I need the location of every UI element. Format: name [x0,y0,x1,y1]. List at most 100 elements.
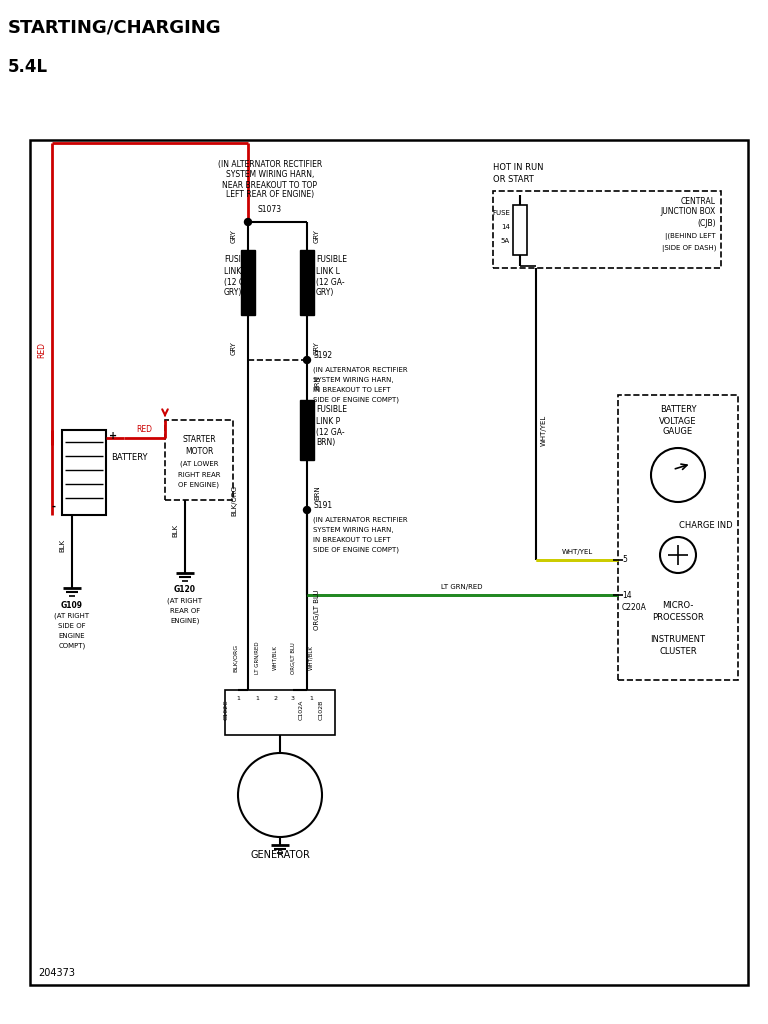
Text: (AT RIGHT: (AT RIGHT [167,598,203,604]
Text: (12 GA-: (12 GA- [316,427,345,436]
Text: BLK/ORG: BLK/ORG [231,484,237,515]
Text: JUNCTION BOX: JUNCTION BOX [660,208,716,216]
Text: SIDE OF ENGINE COMPT): SIDE OF ENGINE COMPT) [313,396,399,403]
Text: WHT/BLK: WHT/BLK [309,645,313,671]
Text: 1: 1 [255,695,259,700]
Text: |(BEHIND LEFT: |(BEHIND LEFT [665,233,716,241]
Text: FUSIBLE: FUSIBLE [224,256,255,264]
Text: NEAR BREAKOUT TO TOP: NEAR BREAKOUT TO TOP [223,180,317,189]
Text: BATTERY: BATTERY [660,406,697,415]
Text: C102C: C102C [223,699,229,720]
Text: SYSTEM WIRING HARN,: SYSTEM WIRING HARN, [313,377,394,383]
Text: ENGINE: ENGINE [58,633,85,639]
Text: 1: 1 [236,695,240,700]
Text: GAUGE: GAUGE [663,427,693,436]
Circle shape [303,356,310,364]
Text: SYSTEM WIRING HARN,: SYSTEM WIRING HARN, [313,527,394,534]
Text: IN BREAKOUT TO LEFT: IN BREAKOUT TO LEFT [313,387,390,393]
Text: PROCESSOR: PROCESSOR [652,612,704,622]
Bar [300,250,314,315]
Text: LINK L: LINK L [316,266,340,275]
Text: REAR OF: REAR OF [170,608,200,614]
Text: RED: RED [136,425,152,433]
Text: (12 GA-: (12 GA- [224,278,253,287]
Text: (IN ALTERNATOR RECTIFIER: (IN ALTERNATOR RECTIFIER [313,367,408,374]
Text: (AT RIGHT: (AT RIGHT [55,612,90,620]
Text: S1073: S1073 [258,206,282,214]
Text: MOTOR: MOTOR [185,447,214,457]
Text: (IN ALTERNATOR RECTIFIER: (IN ALTERNATOR RECTIFIER [313,517,408,523]
Text: G109: G109 [61,600,83,609]
Text: 14: 14 [502,224,510,230]
Text: LINK K: LINK K [224,266,249,275]
Text: LEFT REAR OF ENGINE): LEFT REAR OF ENGINE) [226,190,314,200]
Text: INSTRUMENT: INSTRUMENT [650,636,706,644]
Text: LT GRN/RED: LT GRN/RED [254,642,260,675]
Text: GRY): GRY) [224,289,243,298]
Text: (IN ALTERNATOR RECTIFIER: (IN ALTERNATOR RECTIFIER [218,161,322,170]
Text: BLK: BLK [172,523,178,537]
Text: 2: 2 [273,695,277,700]
Bar [225,690,335,735]
Text: S192: S192 [313,351,332,360]
Text: GRY: GRY [314,229,320,243]
Text: -: - [52,502,56,512]
Text: CENTRAL: CENTRAL [681,197,716,206]
Bar [618,395,738,680]
Text: 5A: 5A [501,238,510,244]
Text: (CJB): (CJB) [697,218,716,227]
Text: GRY): GRY) [316,289,334,298]
Text: STARTING/CHARGING: STARTING/CHARGING [8,18,222,36]
Text: 204373: 204373 [38,968,75,978]
Text: RED: RED [38,342,47,358]
Text: SIDE OF ENGINE COMPT): SIDE OF ENGINE COMPT) [313,547,399,553]
Text: BRN: BRN [314,376,320,390]
Text: BRN: BRN [314,485,320,501]
Circle shape [244,218,251,225]
Bar [241,250,255,315]
Text: RIGHT REAR: RIGHT REAR [177,472,220,478]
Text: GENERATOR: GENERATOR [250,850,310,860]
Text: G120: G120 [174,586,196,595]
Text: ENGINE): ENGINE) [170,617,200,625]
Text: S191: S191 [313,502,332,511]
Bar [300,400,314,460]
Text: +: + [109,431,118,441]
Text: ORG/LT BLU: ORG/LT BLU [314,590,320,631]
Text: VOLTAGE: VOLTAGE [659,417,697,426]
Text: COMPT): COMPT) [58,643,85,649]
Text: BATTERY: BATTERY [111,454,147,463]
Text: MICRO-: MICRO- [662,600,694,609]
Text: BLK/ORG: BLK/ORG [233,644,237,672]
Text: WHT/YEL: WHT/YEL [561,549,593,555]
Text: |SIDE OF DASH): |SIDE OF DASH) [661,245,716,252]
Text: (12 GA-: (12 GA- [316,278,345,287]
Text: C102B: C102B [319,699,323,720]
Text: GRY: GRY [231,229,237,243]
Text: HOT IN RUN: HOT IN RUN [493,164,544,172]
Text: C220A: C220A [622,603,647,612]
Text: LT GRN/RED: LT GRN/RED [442,584,483,590]
Text: 5: 5 [622,555,627,564]
Text: 14: 14 [622,591,631,599]
Text: IN BREAKOUT TO LEFT: IN BREAKOUT TO LEFT [313,537,390,543]
Text: FUSIBLE: FUSIBLE [316,256,347,264]
Text: SYSTEM WIRING HARN,: SYSTEM WIRING HARN, [226,171,314,179]
Text: CLUSTER: CLUSTER [659,647,697,656]
Text: CHARGE IND: CHARGE IND [680,520,733,529]
Text: 3: 3 [291,695,295,700]
Bar [493,191,721,268]
Text: FUSE: FUSE [492,210,510,216]
Text: OF ENGINE): OF ENGINE) [178,481,220,488]
Text: GRY: GRY [231,341,237,355]
Text: STARTER: STARTER [182,435,216,444]
Bar [62,430,106,515]
Text: FUSIBLE: FUSIBLE [316,406,347,415]
Text: 5.4L: 5.4L [8,58,48,76]
Text: GRY: GRY [314,341,320,355]
Text: (AT LOWER: (AT LOWER [180,461,218,467]
Text: BRN): BRN) [316,438,336,447]
Text: SIDE OF: SIDE OF [58,623,86,629]
Text: C102A: C102A [299,699,303,720]
Text: 1: 1 [309,695,313,700]
